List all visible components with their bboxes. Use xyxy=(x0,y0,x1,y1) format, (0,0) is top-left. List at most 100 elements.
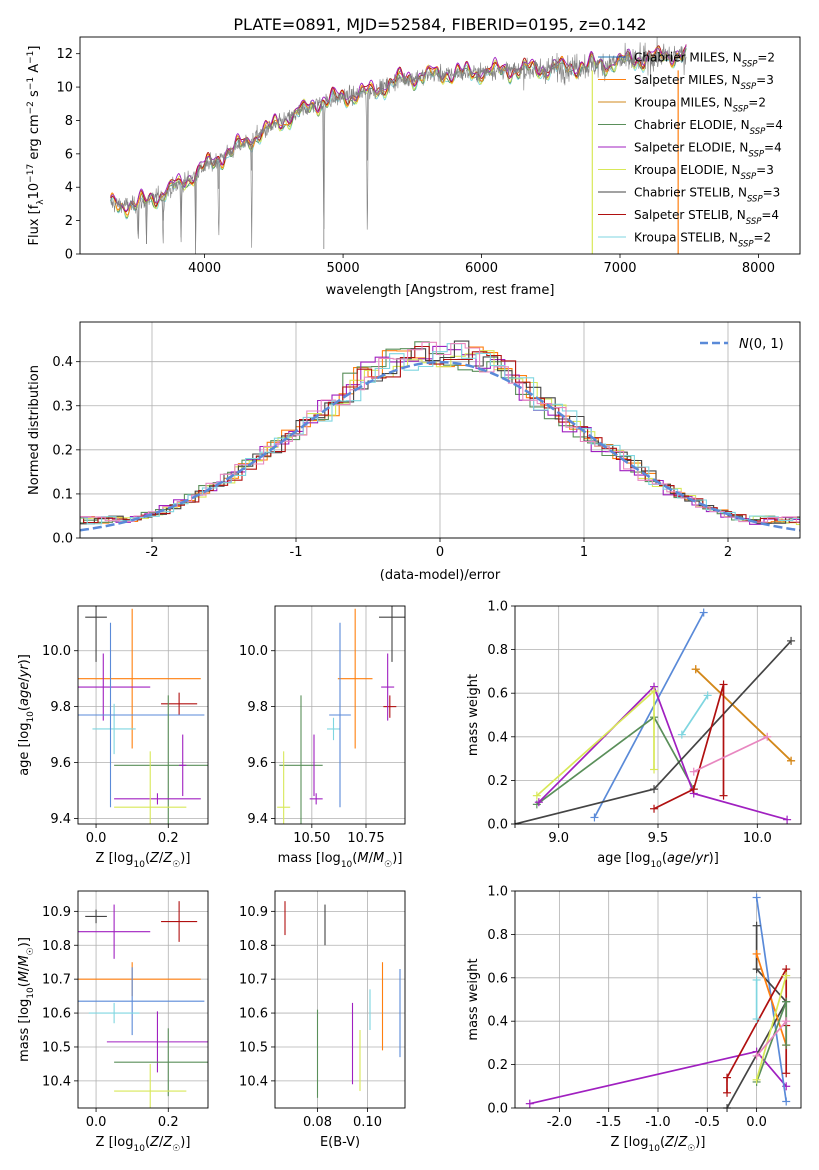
y-tick-label: 0.0 xyxy=(487,1102,508,1117)
axis-label-part: −1 xyxy=(26,51,36,64)
legend-entry: Kroupa STELIB, NSSP=2 xyxy=(634,231,771,250)
x-tick-label: 4000 xyxy=(188,261,221,276)
axis-label-part: Z xyxy=(664,1135,675,1150)
legend-text: Chabrier STELIB, N xyxy=(634,186,747,200)
y-tick-label: 10.6 xyxy=(239,1007,268,1022)
spectrum-axes: 4000 5000 6000 7000 8000 0 2 4 6 8 10 12 wavelength … xyxy=(26,37,783,298)
y-tick-label: 1.0 xyxy=(487,885,508,900)
axis-label-part: )] xyxy=(392,851,402,866)
y-tick-label: 10.7 xyxy=(42,973,71,988)
y-tick-label: 10.5 xyxy=(239,1040,268,1055)
axis-label-part: ( xyxy=(17,706,32,711)
legend-text: =2 xyxy=(754,231,772,245)
axis-label-part: )] xyxy=(17,937,32,947)
y-tick-label: 9.4 xyxy=(50,812,71,827)
y-tick-label: 0.0 xyxy=(487,818,508,833)
y-tick-label: 10 xyxy=(56,81,73,96)
mass_vs_ebv-axes: 0.08 0.10 10.4 10.5 10.6 10.7 10.8 10.9 E(B-V) xyxy=(239,891,405,1150)
y-axis-label: mass weight xyxy=(466,958,481,1040)
y-tick-label: 10.4 xyxy=(239,1074,268,1089)
legend: N(0, 1) xyxy=(700,337,784,352)
axis-label-part: Z [ xyxy=(96,851,114,866)
mass_vs_Z-axes: 0.0 0.210.410.510.610.710.810.9Z [log10(Z… xyxy=(17,891,208,1154)
residuals-frame xyxy=(79,321,801,539)
x-tick-label: 9.0 xyxy=(548,831,569,846)
axis-label-part: / xyxy=(17,966,32,971)
legend-text: Salpeter STELIB, N xyxy=(634,208,746,222)
y-tick-label: 8 xyxy=(65,114,73,129)
legend-subscript: SSP xyxy=(733,105,749,115)
x-tick-label: 9.5 xyxy=(648,831,669,846)
axis-label-part: yr xyxy=(695,851,711,866)
figure-title: PLATE=0891, MJD=52584, FIBERID=0195, z=0… xyxy=(233,15,646,34)
x-tick-label: 0.2 xyxy=(158,1115,179,1130)
legend-subscript: SSP xyxy=(748,150,764,160)
weight-line xyxy=(755,953,788,1046)
axis-label-part: / xyxy=(159,1135,164,1150)
axis-label-part: ( xyxy=(660,1135,665,1150)
axis-label-part: log xyxy=(114,1135,134,1150)
plot-layer: 4000 5000 6000 7000 8000024681012wavelength … xyxy=(17,36,802,1154)
axis-label-part: log xyxy=(17,723,32,743)
y-tick-label: 0 xyxy=(65,248,73,263)
x-tick-label: -1.5 xyxy=(596,1115,621,1130)
legend-subscript: SSP xyxy=(741,172,757,182)
legend-subscript: SSP xyxy=(750,127,766,137)
x-axis-label: Z [log10(Z/Z☉)] xyxy=(611,1135,706,1154)
legend-text: Kroupa ELODIE, N xyxy=(634,163,741,177)
axis-label-part: )] xyxy=(17,654,32,664)
x-tick-label: 7000 xyxy=(603,261,636,276)
axis-label-part: ☉ xyxy=(172,1144,180,1154)
axis-label-part: Flux [f xyxy=(27,204,42,245)
residuals-axes: -2 -1 0 1 2 0.0 0.1 0.2 0.3 0.4 (data-model)/error… xyxy=(27,322,800,583)
axis-label-part: 10 xyxy=(648,1144,660,1154)
axis-label-part: 10 xyxy=(27,183,42,200)
x-tick-label: 1 xyxy=(580,545,588,560)
legend-entry: Salpeter STELIB, NSSP=4 xyxy=(634,208,779,227)
gaussian-curve xyxy=(80,360,800,532)
axis-label-part: Z xyxy=(149,851,160,866)
y-tick-label: 10.7 xyxy=(239,973,268,988)
y-tick-label: 0.4 xyxy=(52,355,73,370)
x-axis-label: E(B-V) xyxy=(320,1135,360,1150)
x-axis-label: Z [log10(Z/Z☉)] xyxy=(96,1135,191,1154)
y-tick-label: 6 xyxy=(65,147,73,162)
axis-label-part: / xyxy=(159,851,164,866)
axis-label-part: ☉ xyxy=(172,860,180,870)
axis-label-part: Z xyxy=(149,1135,160,1150)
legend-text: =3 xyxy=(763,186,781,200)
axis-label-part: M xyxy=(17,971,32,982)
y-tick-label: 10.6 xyxy=(42,1007,71,1022)
spectrum-data-line xyxy=(110,37,687,250)
y-axis-label: Normed distribution xyxy=(27,365,42,495)
axis-label-part: / xyxy=(691,851,696,866)
axis-label-part: )] xyxy=(709,851,719,866)
legend-text: =4 xyxy=(765,118,783,132)
x-tick-label: 2 xyxy=(724,545,732,560)
weight_vs_age-axes: 9.0 9.5 10.0 0.0 0.2 0.4 0.6 0.8 1.0 age [log10(a… xyxy=(466,600,801,870)
weight-line xyxy=(653,684,725,810)
weight-line xyxy=(755,1020,787,1057)
axis-label-part: mass [ xyxy=(17,1019,32,1062)
y-axis-label: age [log10(age/yr)] xyxy=(17,654,36,776)
x-tick-label: 0.08 xyxy=(303,1115,332,1130)
axis-label-part: mass [ xyxy=(278,851,321,866)
axis-label-part: / xyxy=(674,1135,679,1150)
axis-label-part: 10 xyxy=(650,860,662,870)
axis-label-part: age xyxy=(667,851,691,866)
age_vs_mass-frame xyxy=(274,605,406,825)
legend-text: Salpeter ELODIE, N xyxy=(634,141,748,155)
weight-line xyxy=(693,736,768,773)
axis-label-part: ( xyxy=(352,851,357,866)
y-tick-label: 0.2 xyxy=(52,443,73,458)
y-tick-label: 0.8 xyxy=(487,643,508,658)
legend-text: Chabrier ELODIE, N xyxy=(634,118,750,132)
axis-label-part: log xyxy=(629,1135,649,1150)
residual-histogram-step xyxy=(80,340,800,525)
y-tick-label: 9.6 xyxy=(50,756,71,771)
y-tick-label: 9.4 xyxy=(247,812,268,827)
x-tick-label: -2.0 xyxy=(547,1115,572,1130)
axis-label-part: ( xyxy=(145,1135,150,1150)
y-tick-label: 10.8 xyxy=(239,939,268,954)
